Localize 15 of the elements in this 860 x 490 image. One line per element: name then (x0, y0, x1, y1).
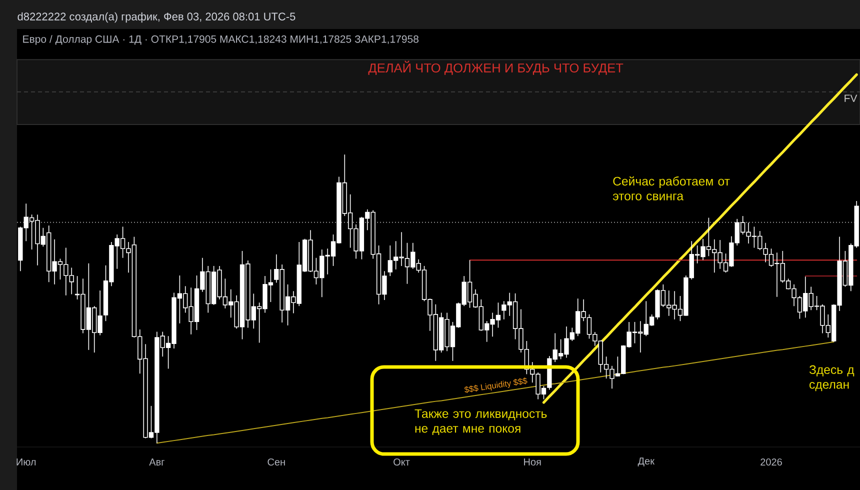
ref-line-label: FV (844, 94, 858, 102)
annotation: Здесь д сделан (809, 365, 854, 392)
x-tick-label: Июл (16, 458, 36, 466)
x-tick-label: Ноя (524, 458, 541, 466)
x-tick-label: Дек (638, 458, 655, 466)
chart-title: d8222222 создал(а) график, Фев 03, 2026 08:01 UTC-5 (18, 12, 296, 23)
annotation: Сейчас работаем от этого свинга (612, 176, 730, 200)
x-tick-label: Сен (268, 458, 285, 466)
annotation: Также это ликвидность не дает мне покоя (414, 409, 547, 436)
text: ДЕЛАЙ ЧТО ДОЛЖЕН И БУДЬ ЧТО БУДЕТ (368, 60, 624, 75)
chart-subtitle: Евро / Доллар США · 1Д · ОТКР1,17905 МАКС1,18243 МИН1,17825 ЗАКР1,17958 (23, 35, 418, 45)
x-tick-label: Авг (149, 458, 164, 466)
annotation: $$$ Liquidity $$$ (464, 377, 528, 394)
x-tick-label: Окт (394, 458, 410, 466)
x-tick-label: 2026 (760, 458, 782, 466)
